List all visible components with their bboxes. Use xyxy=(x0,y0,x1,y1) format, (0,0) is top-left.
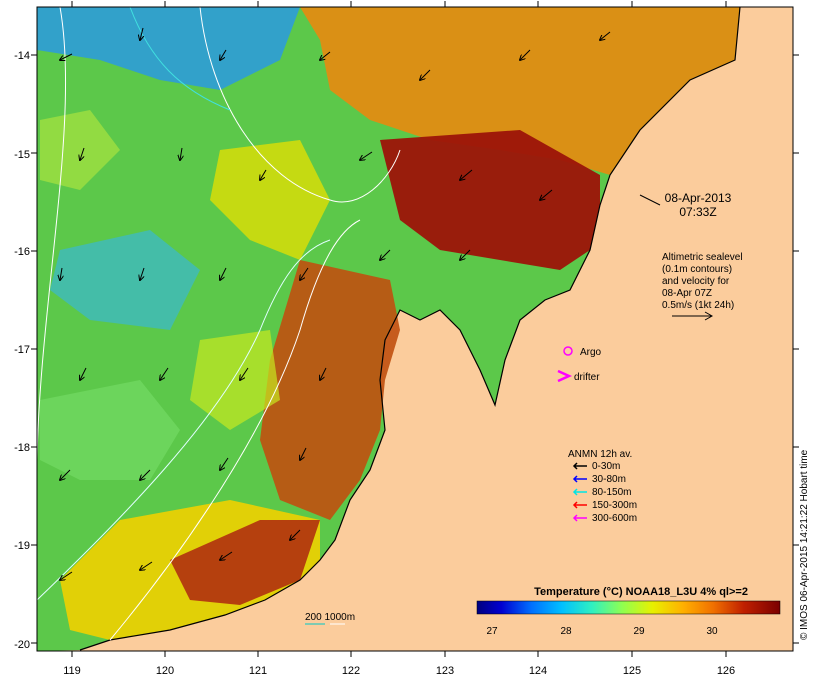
lat-tick-label: -17 xyxy=(14,344,30,356)
image-date: 08-Apr-2013 xyxy=(665,191,732,205)
date-pointer xyxy=(639,194,661,206)
lon-tick-label: 122 xyxy=(342,665,360,677)
lat-tick-label: -20 xyxy=(14,639,30,651)
lon-tick-label: 120 xyxy=(156,665,174,677)
anmn-title: ANMN 12h av. xyxy=(568,449,632,460)
lat-tick-label: -18 xyxy=(14,442,30,454)
anmn-legend-row: 30-80m xyxy=(572,474,626,485)
lon-tick-label: 124 xyxy=(529,665,547,677)
anmn-legend-row: 0-30m xyxy=(572,461,620,472)
colorbar-tick-label: 30 xyxy=(706,626,718,637)
colorbar-tick-label: 28 xyxy=(560,626,572,637)
anmn-legend-row: 300-600m xyxy=(572,513,637,524)
altimetry-note-line: and velocity for xyxy=(662,276,730,287)
axis-ticks xyxy=(31,1,799,657)
image-time: 07:33Z xyxy=(679,205,716,219)
drifter-label: drifter xyxy=(574,372,600,383)
lat-tick-label: -14 xyxy=(14,50,30,62)
colorbar xyxy=(476,600,781,615)
argo-marker-icon xyxy=(563,346,573,356)
lon-tick-label: 119 xyxy=(63,665,81,677)
svg-text:30-80m: 30-80m xyxy=(592,474,626,485)
svg-text:300-600m: 300-600m xyxy=(592,513,637,524)
coastline xyxy=(79,7,741,651)
colorbar-title: Temperature (°C) NOAA18_L3U 4% ql>=2 xyxy=(534,586,748,598)
anmn-legend-row: 150-300m xyxy=(572,500,637,511)
lat-tick-label: -15 xyxy=(14,149,30,161)
credit-text: © IMOS 06-Apr-2015 14:21:22 Hobart time xyxy=(799,449,810,640)
drifter-marker-icon xyxy=(557,369,573,383)
isobath-label: 200 1000m xyxy=(305,612,355,623)
plot-frame xyxy=(36,6,794,652)
colorbar-tick-label: 27 xyxy=(486,626,498,637)
svg-text:80-150m: 80-150m xyxy=(592,487,631,498)
svg-text:0-30m: 0-30m xyxy=(592,461,620,472)
scale-arrow-icon xyxy=(672,311,714,321)
lon-tick-label: 126 xyxy=(717,665,735,677)
lon-tick-label: 121 xyxy=(249,665,267,677)
velocity-arrows xyxy=(60,27,611,580)
altimetry-note-line: (0.1m contours) xyxy=(662,264,732,275)
lon-tick-label: 125 xyxy=(623,665,641,677)
lat-tick-label: -16 xyxy=(14,246,30,258)
lat-tick-label: -19 xyxy=(14,540,30,552)
svg-text:150-300m: 150-300m xyxy=(592,500,637,511)
lon-tick-label: 123 xyxy=(436,665,454,677)
anmn-legend-row: 80-150m xyxy=(572,487,631,498)
argo-label: Argo xyxy=(580,347,602,358)
altimetry-note-line: Altimetric sealevel xyxy=(662,252,743,263)
altimetry-note-line: 08-Apr 07Z xyxy=(662,288,712,299)
colorbar-tick-label: 29 xyxy=(633,626,645,637)
altimetry-note-line: 0.5m/s (1kt 24h) xyxy=(662,300,734,311)
